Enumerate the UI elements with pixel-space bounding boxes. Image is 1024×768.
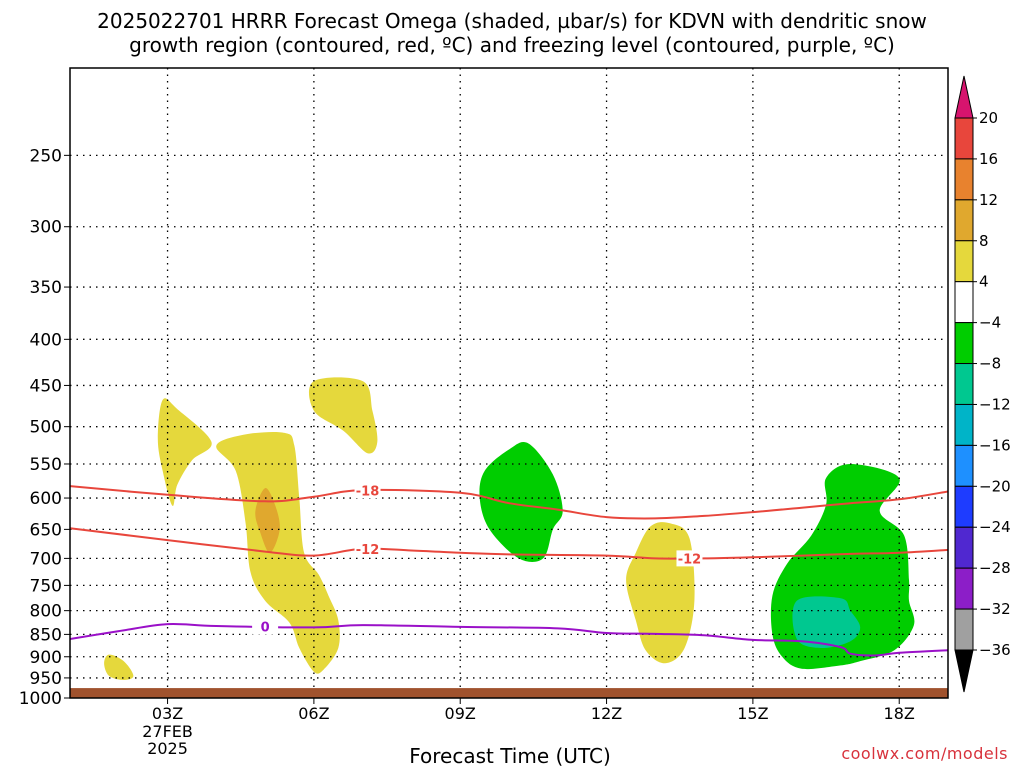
colorbar-label: 16 xyxy=(979,150,998,168)
colorbar-swatch xyxy=(954,403,974,446)
colorbar-label: 8 xyxy=(979,232,989,250)
x-axis-label: Forecast Time (UTC) xyxy=(409,744,611,768)
omega-region-3 xyxy=(255,488,280,553)
chart-title-line-1: 2025022701 HRRR Forecast Omega (shaded, … xyxy=(97,9,927,33)
x-tick-year: 2025 xyxy=(147,739,188,758)
chart-title-line-2: growth region (contoured, red, ºC) and f… xyxy=(129,33,895,57)
colorbar-label: −4 xyxy=(979,314,1001,332)
colorbar-swatch xyxy=(954,158,974,201)
omega-region-4 xyxy=(308,377,378,454)
colorbar-swatch xyxy=(954,199,974,242)
terrain-fill xyxy=(70,688,948,698)
colorbar-top-arrow xyxy=(954,75,974,119)
y-tick-label: 700 xyxy=(30,549,62,569)
x-tick-label: 15Z xyxy=(737,704,768,723)
x-tick-label: 12Z xyxy=(591,704,622,723)
contour-line-1 xyxy=(70,527,948,560)
contour-label-bg xyxy=(354,482,381,499)
colorbar-swatch xyxy=(954,526,974,569)
plot-frame xyxy=(69,67,949,699)
y-tick-label: 850 xyxy=(30,625,62,645)
y-tick-label: 900 xyxy=(30,648,62,668)
colorbar-swatch xyxy=(954,363,974,405)
colorbar-swatch xyxy=(954,117,974,160)
x-tick-date: 27FEB xyxy=(142,722,193,741)
y-tick-label: 400 xyxy=(30,330,62,350)
colorbar-label: 4 xyxy=(979,273,989,291)
colorbar-label: −28 xyxy=(979,559,1011,577)
colorbar-swatch xyxy=(954,608,974,651)
omega-region-0 xyxy=(157,398,212,507)
y-tick-label: 500 xyxy=(30,418,62,438)
contour-label: -12 xyxy=(356,543,380,558)
colorbar-label: −16 xyxy=(979,436,1011,454)
omega-region-1 xyxy=(104,654,134,680)
y-tick-label: 550 xyxy=(30,455,62,475)
contour-line-0 xyxy=(70,485,948,520)
y-tick-label: 300 xyxy=(30,218,62,238)
x-tick-label: 09Z xyxy=(445,704,476,723)
colorbar-label: 20 xyxy=(979,109,998,127)
y-tick-label: 800 xyxy=(30,602,62,622)
contour-label: 0 xyxy=(261,621,270,636)
y-tick-label: 950 xyxy=(30,669,62,689)
omega-region-5 xyxy=(626,522,695,664)
x-tick-label: 03Z xyxy=(152,704,183,723)
colorbar-label: −20 xyxy=(979,477,1011,495)
colorbar-label: 12 xyxy=(979,191,998,209)
y-tick-label: 600 xyxy=(30,489,62,509)
y-tick-label: 650 xyxy=(30,520,62,540)
colorbar-swatch xyxy=(954,240,974,283)
x-tick-label: 06Z xyxy=(298,704,329,723)
colorbar-swatch xyxy=(954,485,974,528)
contour-label: -12 xyxy=(678,552,702,567)
colorbar-label: −32 xyxy=(979,600,1011,618)
source-credit: coolwx.com/models xyxy=(841,744,1008,763)
contour-line-2 xyxy=(70,622,948,657)
contour-label-bg xyxy=(676,550,703,567)
contour-label-bg xyxy=(252,618,279,635)
colorbar-label: −24 xyxy=(979,518,1011,536)
contour-label: -18 xyxy=(356,484,380,499)
y-tick-label: 1000 xyxy=(19,689,62,709)
colorbar-label: −12 xyxy=(979,395,1011,413)
colorbar-swatch xyxy=(954,281,974,324)
plot-area: -18 -12 0 -12 xyxy=(70,68,948,698)
omega-region-8 xyxy=(792,596,861,649)
y-tick-label: 250 xyxy=(30,146,62,166)
colorbar-swatch xyxy=(954,567,974,610)
colorbar-label: −8 xyxy=(979,355,1001,373)
colorbar-bottom-arrow xyxy=(954,649,974,693)
x-tick-label: 18Z xyxy=(884,704,915,723)
y-tick-label: 350 xyxy=(30,278,62,298)
colorbar-swatch xyxy=(954,322,974,365)
colorbar-label: −36 xyxy=(979,641,1011,659)
y-tick-label: 450 xyxy=(30,376,62,396)
omega-region-6 xyxy=(479,442,563,562)
colorbar-swatch xyxy=(954,444,974,487)
contour-label-bg xyxy=(354,540,381,557)
y-tick-label: 750 xyxy=(30,576,62,596)
